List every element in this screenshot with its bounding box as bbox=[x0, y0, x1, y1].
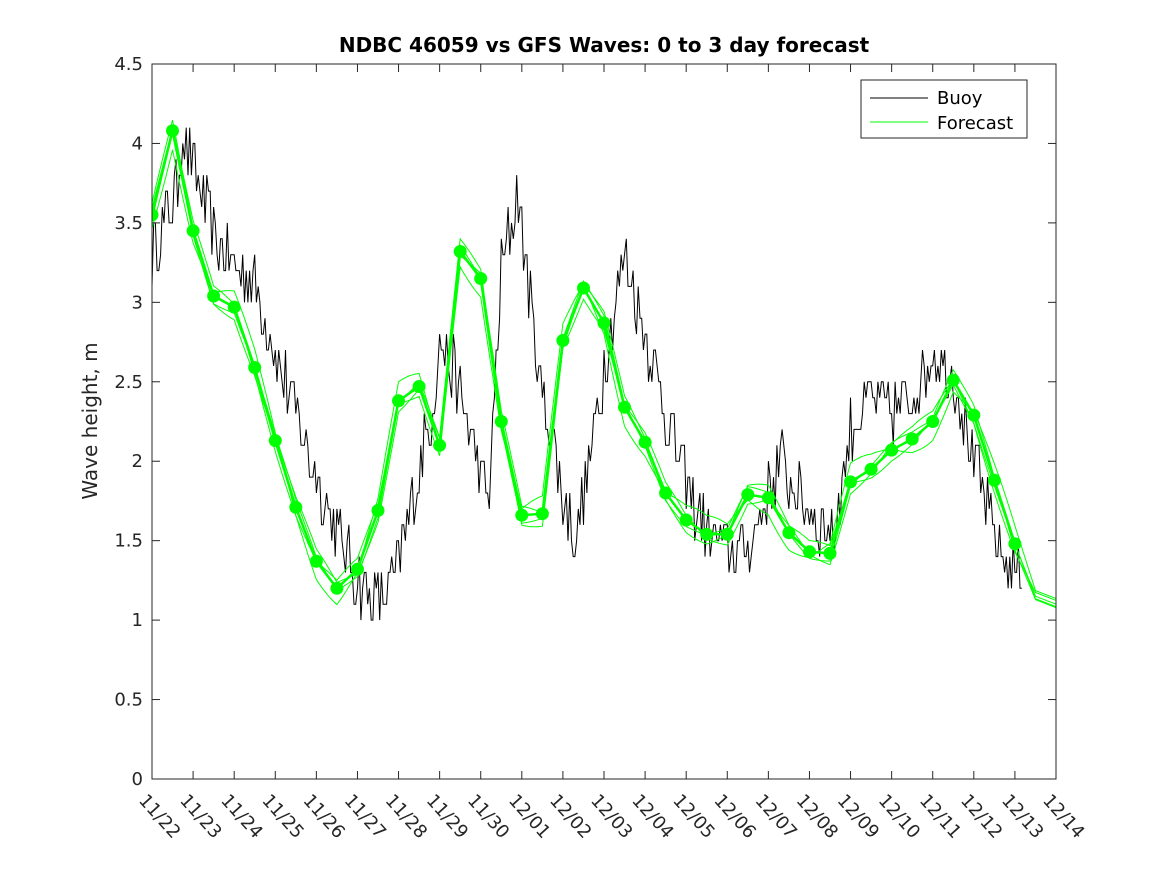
forecast-point bbox=[577, 281, 590, 295]
legend-box bbox=[860, 79, 1028, 139]
x-tick-label: 12/01 bbox=[504, 790, 554, 843]
forecast-point bbox=[803, 545, 816, 559]
y-axis-label: Wave height, m bbox=[78, 342, 102, 499]
forecast-point bbox=[309, 554, 323, 568]
forecast-point bbox=[166, 124, 179, 138]
x-tick-label: 12/13 bbox=[997, 790, 1047, 843]
forecast-point bbox=[761, 491, 775, 505]
x-tick-label: 11/27 bbox=[340, 790, 390, 843]
x-tick-label: 11/29 bbox=[422, 790, 472, 843]
forecast-point bbox=[556, 334, 570, 347]
forecast-point bbox=[720, 527, 734, 541]
forecast-point bbox=[967, 408, 981, 422]
y-tick-label: 1 bbox=[132, 610, 143, 631]
forecast-point bbox=[494, 415, 508, 428]
forecast-point bbox=[248, 361, 262, 374]
forecast-point bbox=[453, 245, 467, 258]
legend: Buoy Forecast bbox=[860, 79, 1028, 139]
x-tick-label: 12/06 bbox=[710, 790, 760, 843]
forecast-point bbox=[679, 513, 693, 527]
legend-buoy-label: Buoy bbox=[937, 88, 983, 109]
plot-area bbox=[152, 64, 1056, 779]
x-tick-label: 12/12 bbox=[956, 790, 1006, 843]
y-tick-label: 0.5 bbox=[114, 690, 143, 711]
y-tick-label: 0 bbox=[132, 769, 143, 790]
forecast-point bbox=[597, 316, 611, 330]
forecast-point bbox=[638, 435, 652, 449]
forecast-point bbox=[864, 462, 878, 476]
forecast-point bbox=[946, 373, 960, 387]
forecast-point bbox=[186, 224, 200, 238]
x-tick-label: 12/07 bbox=[751, 790, 801, 843]
y-tick-label: 4 bbox=[132, 133, 143, 154]
y-tick-label: 3.5 bbox=[114, 213, 143, 234]
x-tick-label: 12/08 bbox=[792, 790, 842, 843]
x-tick-label: 12/09 bbox=[833, 790, 883, 843]
x-tick-label: 11/24 bbox=[216, 790, 266, 843]
x-tick-label: 11/23 bbox=[175, 790, 225, 843]
x-tick-label: 12/10 bbox=[874, 790, 924, 843]
series-layer bbox=[152, 119, 1056, 621]
y-tick-label: 2.5 bbox=[114, 372, 143, 393]
x-tick-label: 12/05 bbox=[668, 790, 718, 843]
y-tick-label: 2 bbox=[132, 451, 143, 472]
chart-title: NDBC 46059 vs GFS Waves: 0 to 3 day fore… bbox=[339, 33, 870, 57]
y-tick-label: 1.5 bbox=[114, 531, 143, 552]
forecast-point bbox=[926, 415, 940, 428]
forecast-point bbox=[885, 443, 899, 457]
x-tick-label: 11/26 bbox=[299, 790, 349, 843]
forecast-point bbox=[1008, 537, 1022, 551]
x-tick-label: 11/30 bbox=[463, 790, 513, 843]
legend-forecast-label: Forecast bbox=[937, 113, 1013, 134]
forecast-point bbox=[152, 208, 159, 222]
forecast-point bbox=[392, 394, 405, 408]
x-tick-label: 12/14 bbox=[1038, 790, 1088, 843]
forecast-point bbox=[535, 507, 549, 521]
forecast-point bbox=[433, 438, 447, 452]
y-tick-label: 3 bbox=[132, 292, 143, 313]
forecast-point bbox=[207, 289, 221, 303]
buoy-series-line bbox=[152, 127, 1022, 621]
forecast-point bbox=[659, 486, 673, 500]
forecast-point bbox=[987, 473, 1001, 487]
forecast-point bbox=[351, 562, 364, 576]
forecast-point bbox=[227, 300, 241, 314]
x-tick-label: 12/03 bbox=[586, 790, 636, 843]
forecast-point bbox=[741, 488, 755, 502]
x-tick-label: 12/02 bbox=[545, 790, 595, 843]
forecast-point bbox=[474, 272, 488, 285]
x-tick-label: 11/22 bbox=[134, 790, 184, 843]
forecast-point bbox=[268, 434, 282, 448]
forecast-point bbox=[700, 527, 714, 541]
x-tick-label: 11/28 bbox=[381, 790, 431, 843]
x-tick-label: 12/04 bbox=[627, 790, 677, 843]
forecast-point bbox=[371, 504, 385, 517]
forecast-point bbox=[905, 432, 919, 446]
forecast-point bbox=[844, 475, 857, 489]
x-tick-label: 12/11 bbox=[915, 790, 965, 843]
x-tick-label: 11/25 bbox=[258, 790, 308, 843]
forecast-point bbox=[782, 526, 796, 540]
forecast-point bbox=[412, 380, 426, 393]
forecast-point bbox=[330, 581, 344, 595]
forecast-point bbox=[618, 400, 631, 414]
forecast-point bbox=[823, 546, 837, 560]
forecast-point bbox=[515, 508, 529, 522]
y-tick-label: 4.5 bbox=[114, 54, 143, 75]
forecast-point bbox=[289, 500, 303, 514]
